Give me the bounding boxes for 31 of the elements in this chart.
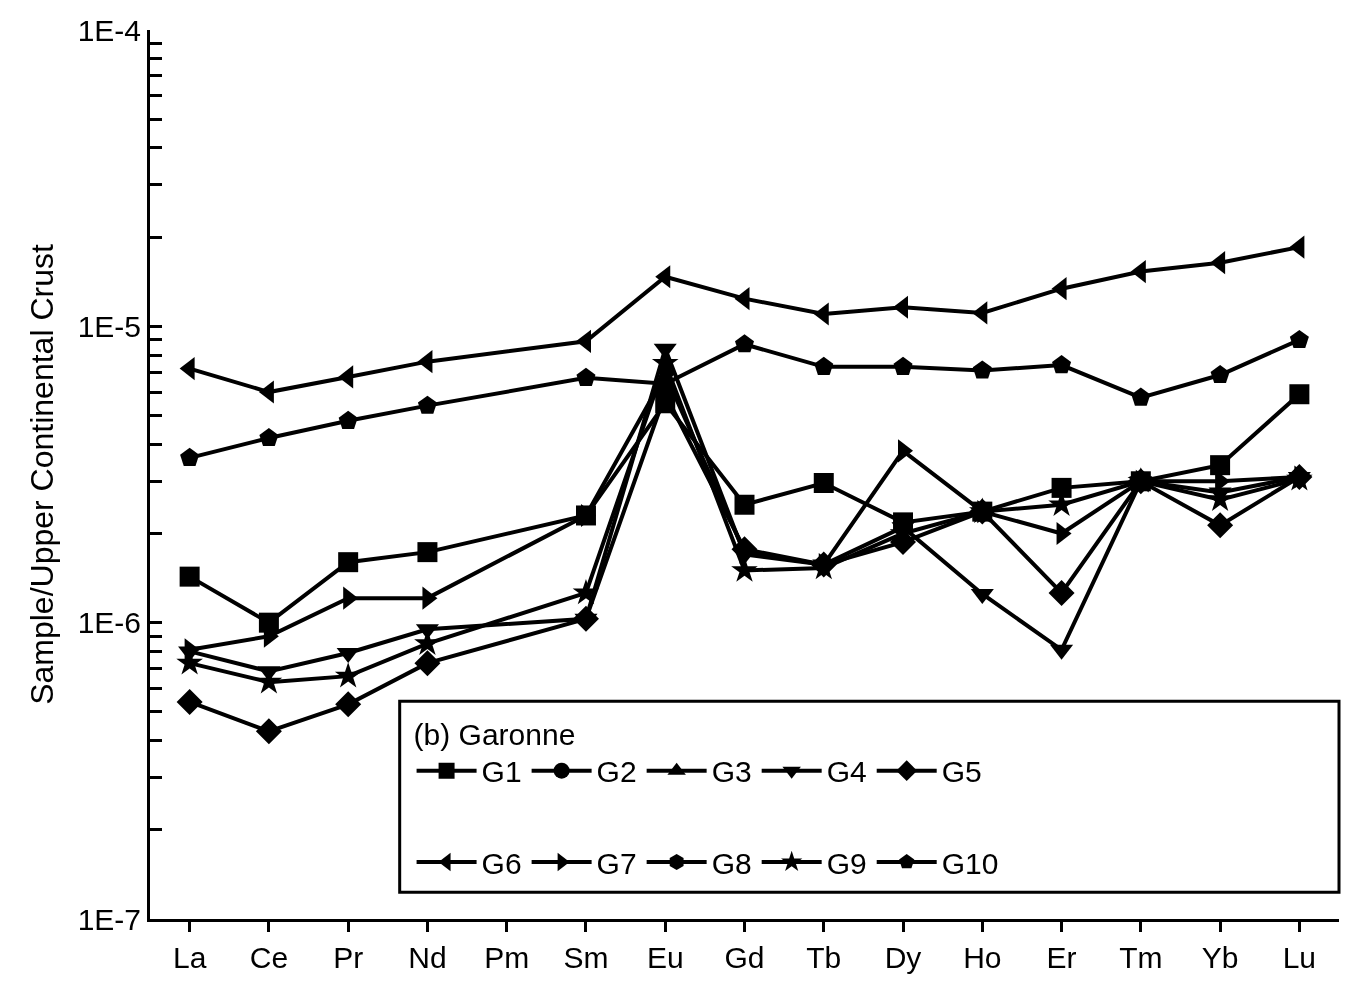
x-tick-label: Nd — [408, 941, 447, 974]
x-tick-label: Yb — [1201, 941, 1239, 974]
legend-label: G2 — [596, 755, 637, 789]
legend-label: G6 — [481, 846, 522, 880]
x-tick-label: Pm — [484, 941, 530, 974]
legend-label: G8 — [711, 846, 752, 880]
legend-label: G9 — [826, 846, 867, 880]
legend-title: (b) Garonne — [413, 717, 576, 751]
x-tick-label: Lu — [1282, 941, 1317, 974]
y-tick-label: 1E-7 — [77, 902, 141, 936]
y-tick-label: 1E-6 — [77, 606, 141, 640]
legend-label: G3 — [711, 755, 752, 789]
legend-label: G10 — [941, 846, 999, 880]
legend-label: G1 — [481, 755, 522, 789]
legend-label: G5 — [941, 755, 982, 789]
x-tick-label: Dy — [884, 941, 922, 974]
x-tick-label: Eu — [646, 941, 684, 974]
x-tick-label: Er — [1046, 941, 1077, 974]
x-tick-label: Gd — [724, 941, 765, 974]
legend-label: G4 — [826, 755, 867, 789]
y-tick-label: 1E-5 — [77, 309, 141, 343]
x-tick-label: Tb — [806, 941, 842, 974]
y-tick-label: 1E-4 — [77, 13, 141, 47]
x-tick-label: Sm — [563, 941, 609, 974]
x-tick-label: Ho — [963, 941, 1002, 974]
x-tick-label: La — [172, 941, 207, 974]
y-axis-title: Sample/Upper Continental Crust — [23, 244, 60, 705]
legend-label: G7 — [596, 846, 637, 880]
x-tick-label: Pr — [333, 941, 364, 974]
x-tick-label: Tm — [1119, 941, 1163, 974]
x-tick-label: Ce — [249, 941, 289, 974]
